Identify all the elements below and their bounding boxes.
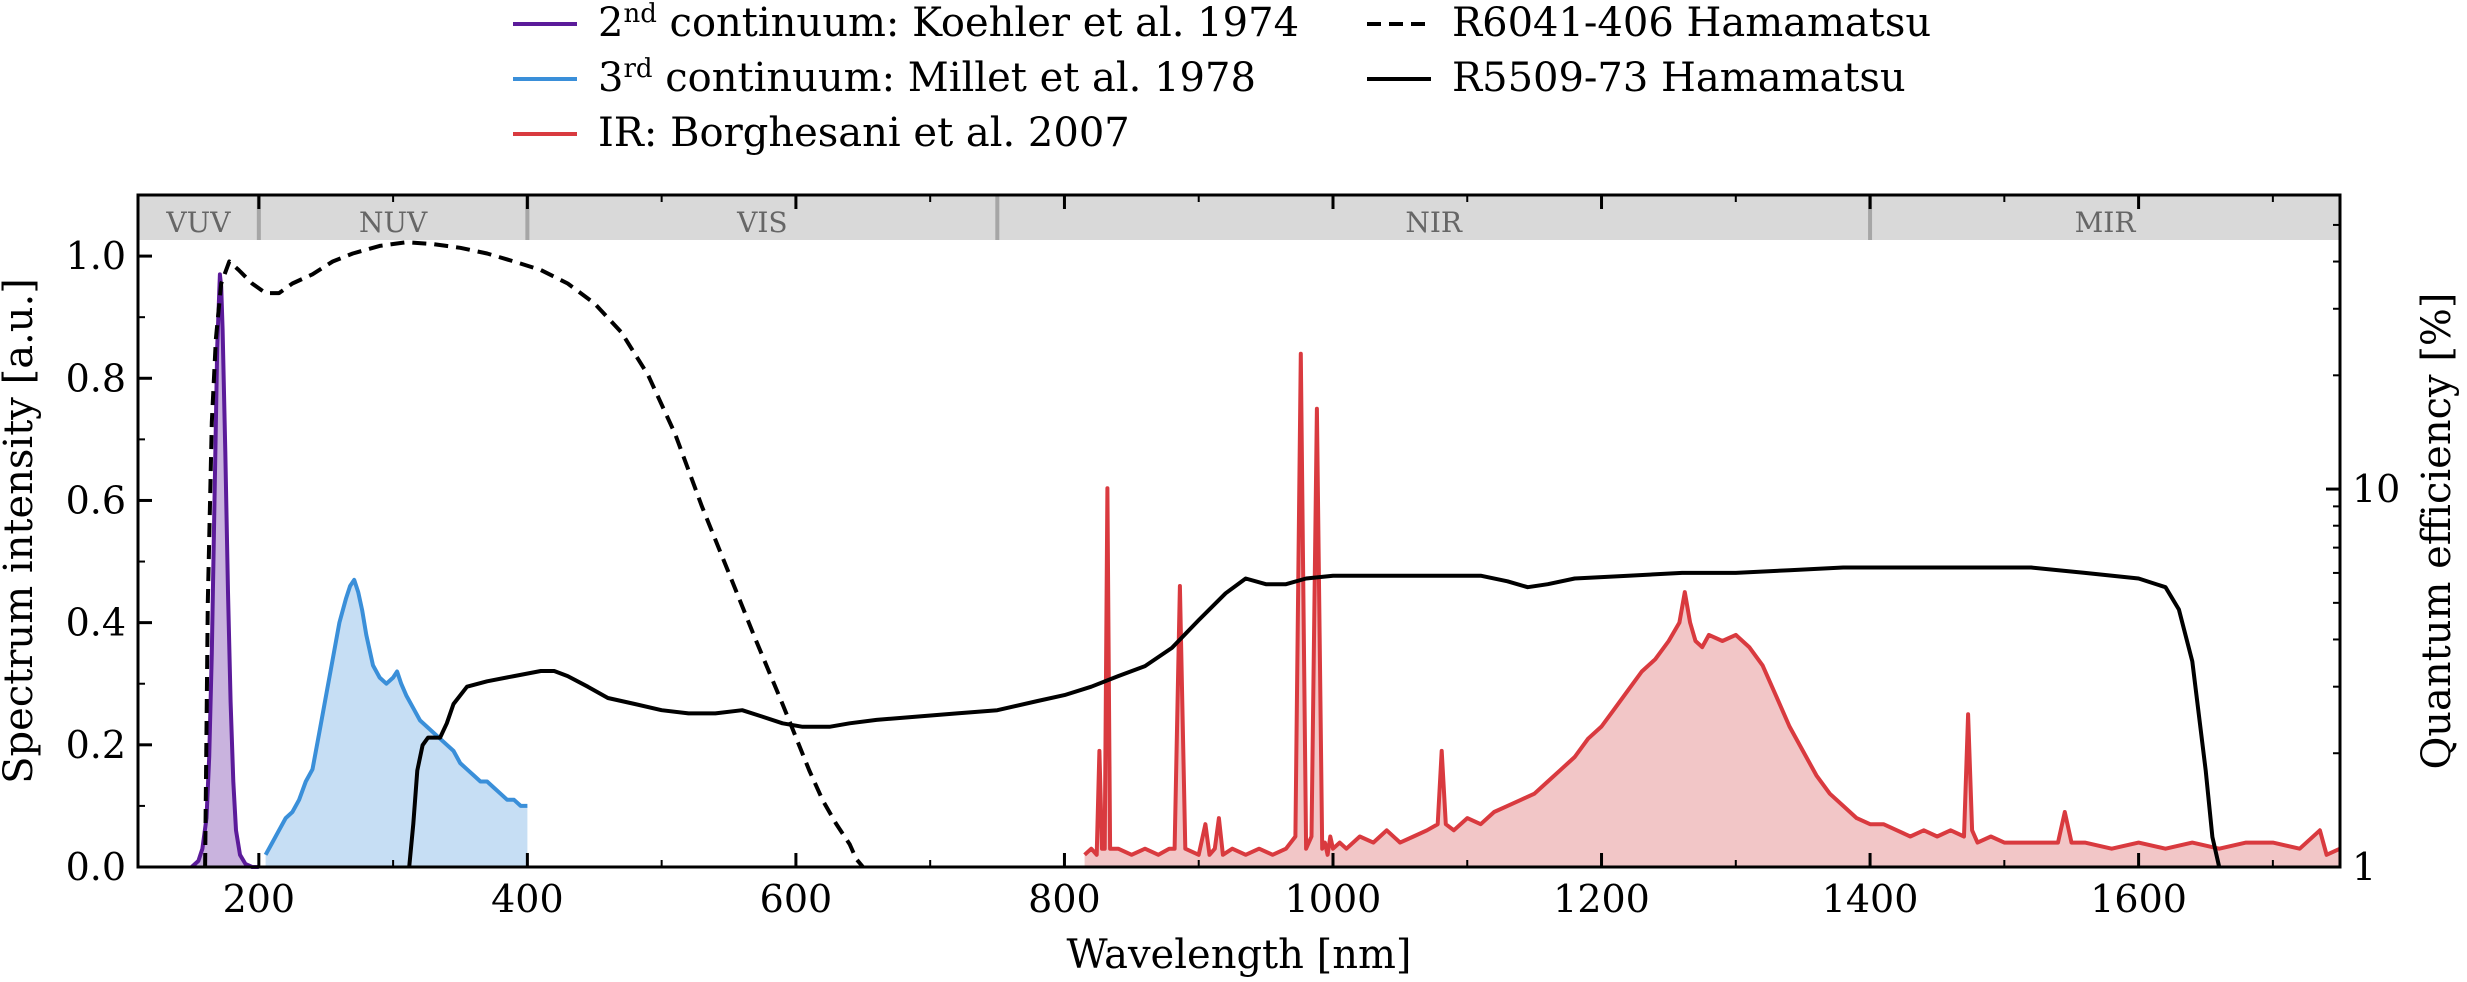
series-fill-3rd-continuum-millet-et-al-1978 [265, 579, 528, 867]
band-label-vuv: VUV [165, 206, 231, 239]
x-tick-label: 200 [223, 877, 296, 921]
spectral-bands: VUV NUV VIS NIR MIR [138, 195, 2340, 240]
legend-label: IR: Borghesani et al. 2007 [598, 110, 1130, 156]
x-tick-label: 1600 [2090, 877, 2187, 921]
x-tick-label: 600 [760, 877, 833, 921]
x-axis-label: Wavelength [nm] [1066, 932, 1411, 978]
series-line-3rd-continuum-millet-et-al-1978 [263, 577, 528, 856]
series-lines [190, 240, 2341, 869]
legend-label: 3rd continuum: Millet et al. 1978 [598, 54, 1256, 101]
series-line-r6041-406-hamamatsu [203, 240, 865, 869]
y-tick-label: 0.2 [66, 723, 126, 767]
axis-ticks: 200 400 600 800 1000 1200 1400 1600 0.0 0.2 0.4 0.6… [66, 194, 2400, 921]
legend: 2nd continuum: Koehler et al. 1974 3rd co… [513, 0, 1931, 156]
legend-entry-r6041-406-hamamatsu: R6041-406 Hamamatsu [1367, 0, 1931, 46]
legend-entry-2nd-continuum-koehler-et-al-1974: 2nd continuum: Koehler et al. 1974 [513, 0, 1299, 46]
legend-entry-ir-borghesani-et-al-2007: IR: Borghesani et al. 2007 [513, 110, 1130, 156]
band-label-nir: NIR [1405, 206, 1463, 239]
y-tick-label: 1.0 [66, 234, 126, 278]
y-tick-label: 0.0 [66, 845, 126, 889]
series-fills [191, 274, 2340, 867]
y-tick-label: 0.6 [66, 478, 126, 522]
legend-label: 2nd continuum: Koehler et al. 1974 [598, 0, 1299, 46]
plot-frame [136, 193, 2342, 869]
legend-entry-3rd-continuum-millet-et-al-1978: 3rd continuum: Millet et al. 1978 [513, 54, 1256, 101]
series-line-r5509-73-hamamatsu [407, 565, 2222, 868]
band-label-vis: VIS [736, 206, 787, 239]
series-fill-ir-borghesani-et-al-2007 [1084, 353, 2340, 867]
x-tick-label: 1000 [1285, 877, 1382, 921]
series-line-ir-borghesani-et-al-2007 [1083, 351, 2341, 857]
x-tick-label: 800 [1028, 877, 1101, 921]
series-fill-2nd-continuum-koehler-et-al-1974 [191, 274, 259, 867]
series-line-2nd-continuum-koehler-et-al-1974 [190, 272, 259, 869]
legend-entry-r5509-73-hamamatsu: R5509-73 Hamamatsu [1367, 55, 1906, 101]
y-tick-label: 0.4 [66, 601, 126, 645]
band-label-mir: MIR [2075, 206, 2137, 239]
band-label-nuv: NUV [359, 206, 428, 239]
x-tick-label: 400 [491, 877, 564, 921]
y-tick-label: 0.8 [66, 356, 126, 400]
x-tick-label: 1200 [1553, 877, 1650, 921]
band-strip [138, 195, 2340, 240]
y-axis-label: Spectrum intensity [a.u.] [0, 278, 42, 784]
legend-label: R5509-73 Hamamatsu [1452, 55, 1906, 101]
x-tick-label: 1400 [1822, 877, 1919, 921]
y2-axis-label: Quantum efficiency [%] [2414, 292, 2460, 769]
y2-tick-label: 10 [2352, 467, 2400, 511]
y2-tick-label: 1 [2352, 845, 2376, 889]
legend-label: R6041-406 Hamamatsu [1452, 0, 1931, 46]
